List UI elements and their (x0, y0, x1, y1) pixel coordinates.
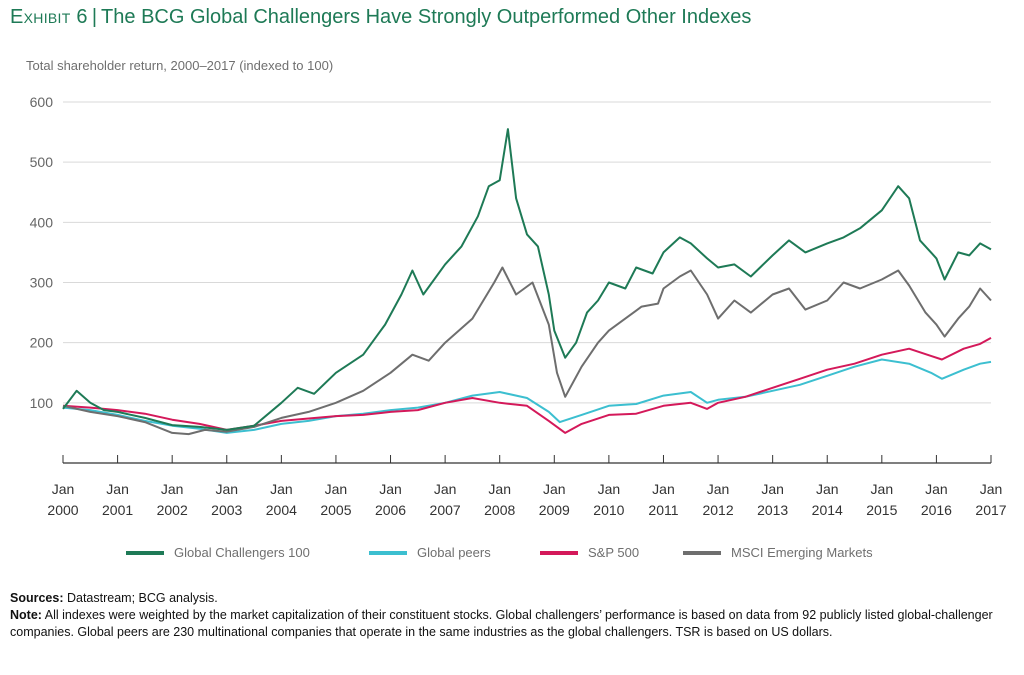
x-tick-label-month: Jan (598, 481, 621, 497)
legend-label: Global Challengers 100 (174, 545, 310, 560)
x-tick-label-month: Jan (707, 481, 730, 497)
x-tick-label-year: 2005 (320, 502, 351, 518)
x-tick-label-year: 2016 (921, 502, 952, 518)
x-tick-label-month: Jan (161, 481, 184, 497)
x-tick-label-year: 2009 (539, 502, 570, 518)
y-tick-label: 400 (30, 214, 54, 230)
x-tick-label-year: 2006 (375, 502, 406, 518)
x-tick-label-month: Jan (761, 481, 784, 497)
series-line-global-challengers-100 (62, 128, 992, 431)
y-tick-label: 300 (30, 275, 54, 291)
x-tick-label-month: Jan (379, 481, 402, 497)
note-label: Note: (10, 608, 42, 622)
x-tick-label-year: 2000 (47, 502, 78, 518)
title-separator: | (91, 6, 98, 28)
series-line-msci-emerging-markets (62, 266, 992, 436)
x-tick-label-month: Jan (871, 481, 894, 497)
x-tick-label-month: Jan (488, 481, 511, 497)
legend-swatch (126, 550, 164, 555)
x-tick-label-year: 2015 (866, 502, 897, 518)
legend-label: MSCI Emerging Markets (731, 545, 873, 560)
exhibit-label: Exhibit 6 (10, 6, 88, 28)
x-tick-label-month: Jan (106, 481, 129, 497)
footnotes: Sources: Datastream; BCG analysis. Note:… (10, 590, 1010, 641)
x-tick-label-year: 2017 (975, 502, 1006, 518)
x-tick-label-year: 2002 (157, 502, 188, 518)
line-chart: 100 200 300 400 500 600 Jan 2000 Jan 2001 Jan 2002 J… (30, 94, 1007, 518)
note-text: All indexes were weighted by the market … (10, 608, 993, 639)
y-tick-label: 600 (30, 94, 54, 110)
x-tick-label-month: Jan (543, 481, 566, 497)
x-tick-label-month: Jan (980, 481, 1003, 497)
y-tick-label: 500 (30, 154, 54, 170)
y-tick-label: 100 (30, 395, 54, 411)
x-tick-label-year: 2004 (266, 502, 297, 518)
legend-swatch (683, 550, 721, 555)
x-tick-label-year: 2010 (593, 502, 624, 518)
x-tick-label-month: Jan (652, 481, 675, 497)
title-text: The BCG Global Challengers Have Strongly… (101, 6, 752, 28)
x-tick-label-year: 2003 (211, 502, 242, 518)
x-tick-label-month: Jan (434, 481, 457, 497)
legend-swatch (540, 550, 578, 555)
x-tick-label-month: Jan (215, 481, 238, 497)
series-line-s-p-500 (62, 337, 992, 434)
legend-item: Global Challengers 100 (126, 545, 310, 560)
x-tick-label-month: Jan (816, 481, 839, 497)
legend-swatch (369, 550, 407, 555)
sources-text: Datastream; BCG analysis. (63, 591, 218, 605)
x-tick-label-year: 2013 (757, 502, 788, 518)
chart-subtitle: Total shareholder return, 2000–2017 (ind… (26, 58, 334, 73)
x-tick-label-year: 2007 (430, 502, 461, 518)
legend-item: S&P 500 (540, 545, 639, 560)
series-line-global-peers (62, 358, 992, 434)
x-tick-label-year: 2001 (102, 502, 133, 518)
x-tick-label-year: 2011 (648, 502, 678, 518)
legend-label: S&P 500 (588, 545, 640, 560)
sources-label: Sources: (10, 591, 64, 605)
sources-line: Sources: Datastream; BCG analysis. (10, 590, 1010, 607)
x-tick-label-month: Jan (925, 481, 948, 497)
chart-title: Exhibit 6 | The BCG Global Challengers Hav… (10, 6, 751, 29)
note-line: Note: All indexes were weighted by the m… (10, 607, 1010, 641)
x-tick-label-month: Jan (325, 481, 348, 497)
legend-item: MSCI Emerging Markets (683, 545, 873, 560)
legend-label: Global peers (417, 545, 491, 560)
x-tick-label-month: Jan (270, 481, 293, 497)
x-tick-label-month: Jan (52, 481, 75, 497)
x-tick-label-year: 2012 (702, 502, 733, 518)
x-tick-label-year: 2014 (812, 502, 843, 518)
x-tick-label-year: 2008 (484, 502, 515, 518)
y-tick-label: 200 (30, 335, 54, 351)
chart-legend: Global Challengers 100 Global peers S&P 50… (0, 545, 1024, 565)
legend-item: Global peers (369, 545, 491, 560)
